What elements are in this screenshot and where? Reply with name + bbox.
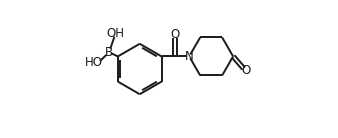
Text: HO: HO: [84, 56, 102, 69]
Text: OH: OH: [106, 27, 124, 40]
Text: N: N: [185, 50, 194, 63]
Text: O: O: [171, 28, 180, 41]
Text: O: O: [241, 64, 250, 77]
Text: B: B: [105, 46, 113, 59]
